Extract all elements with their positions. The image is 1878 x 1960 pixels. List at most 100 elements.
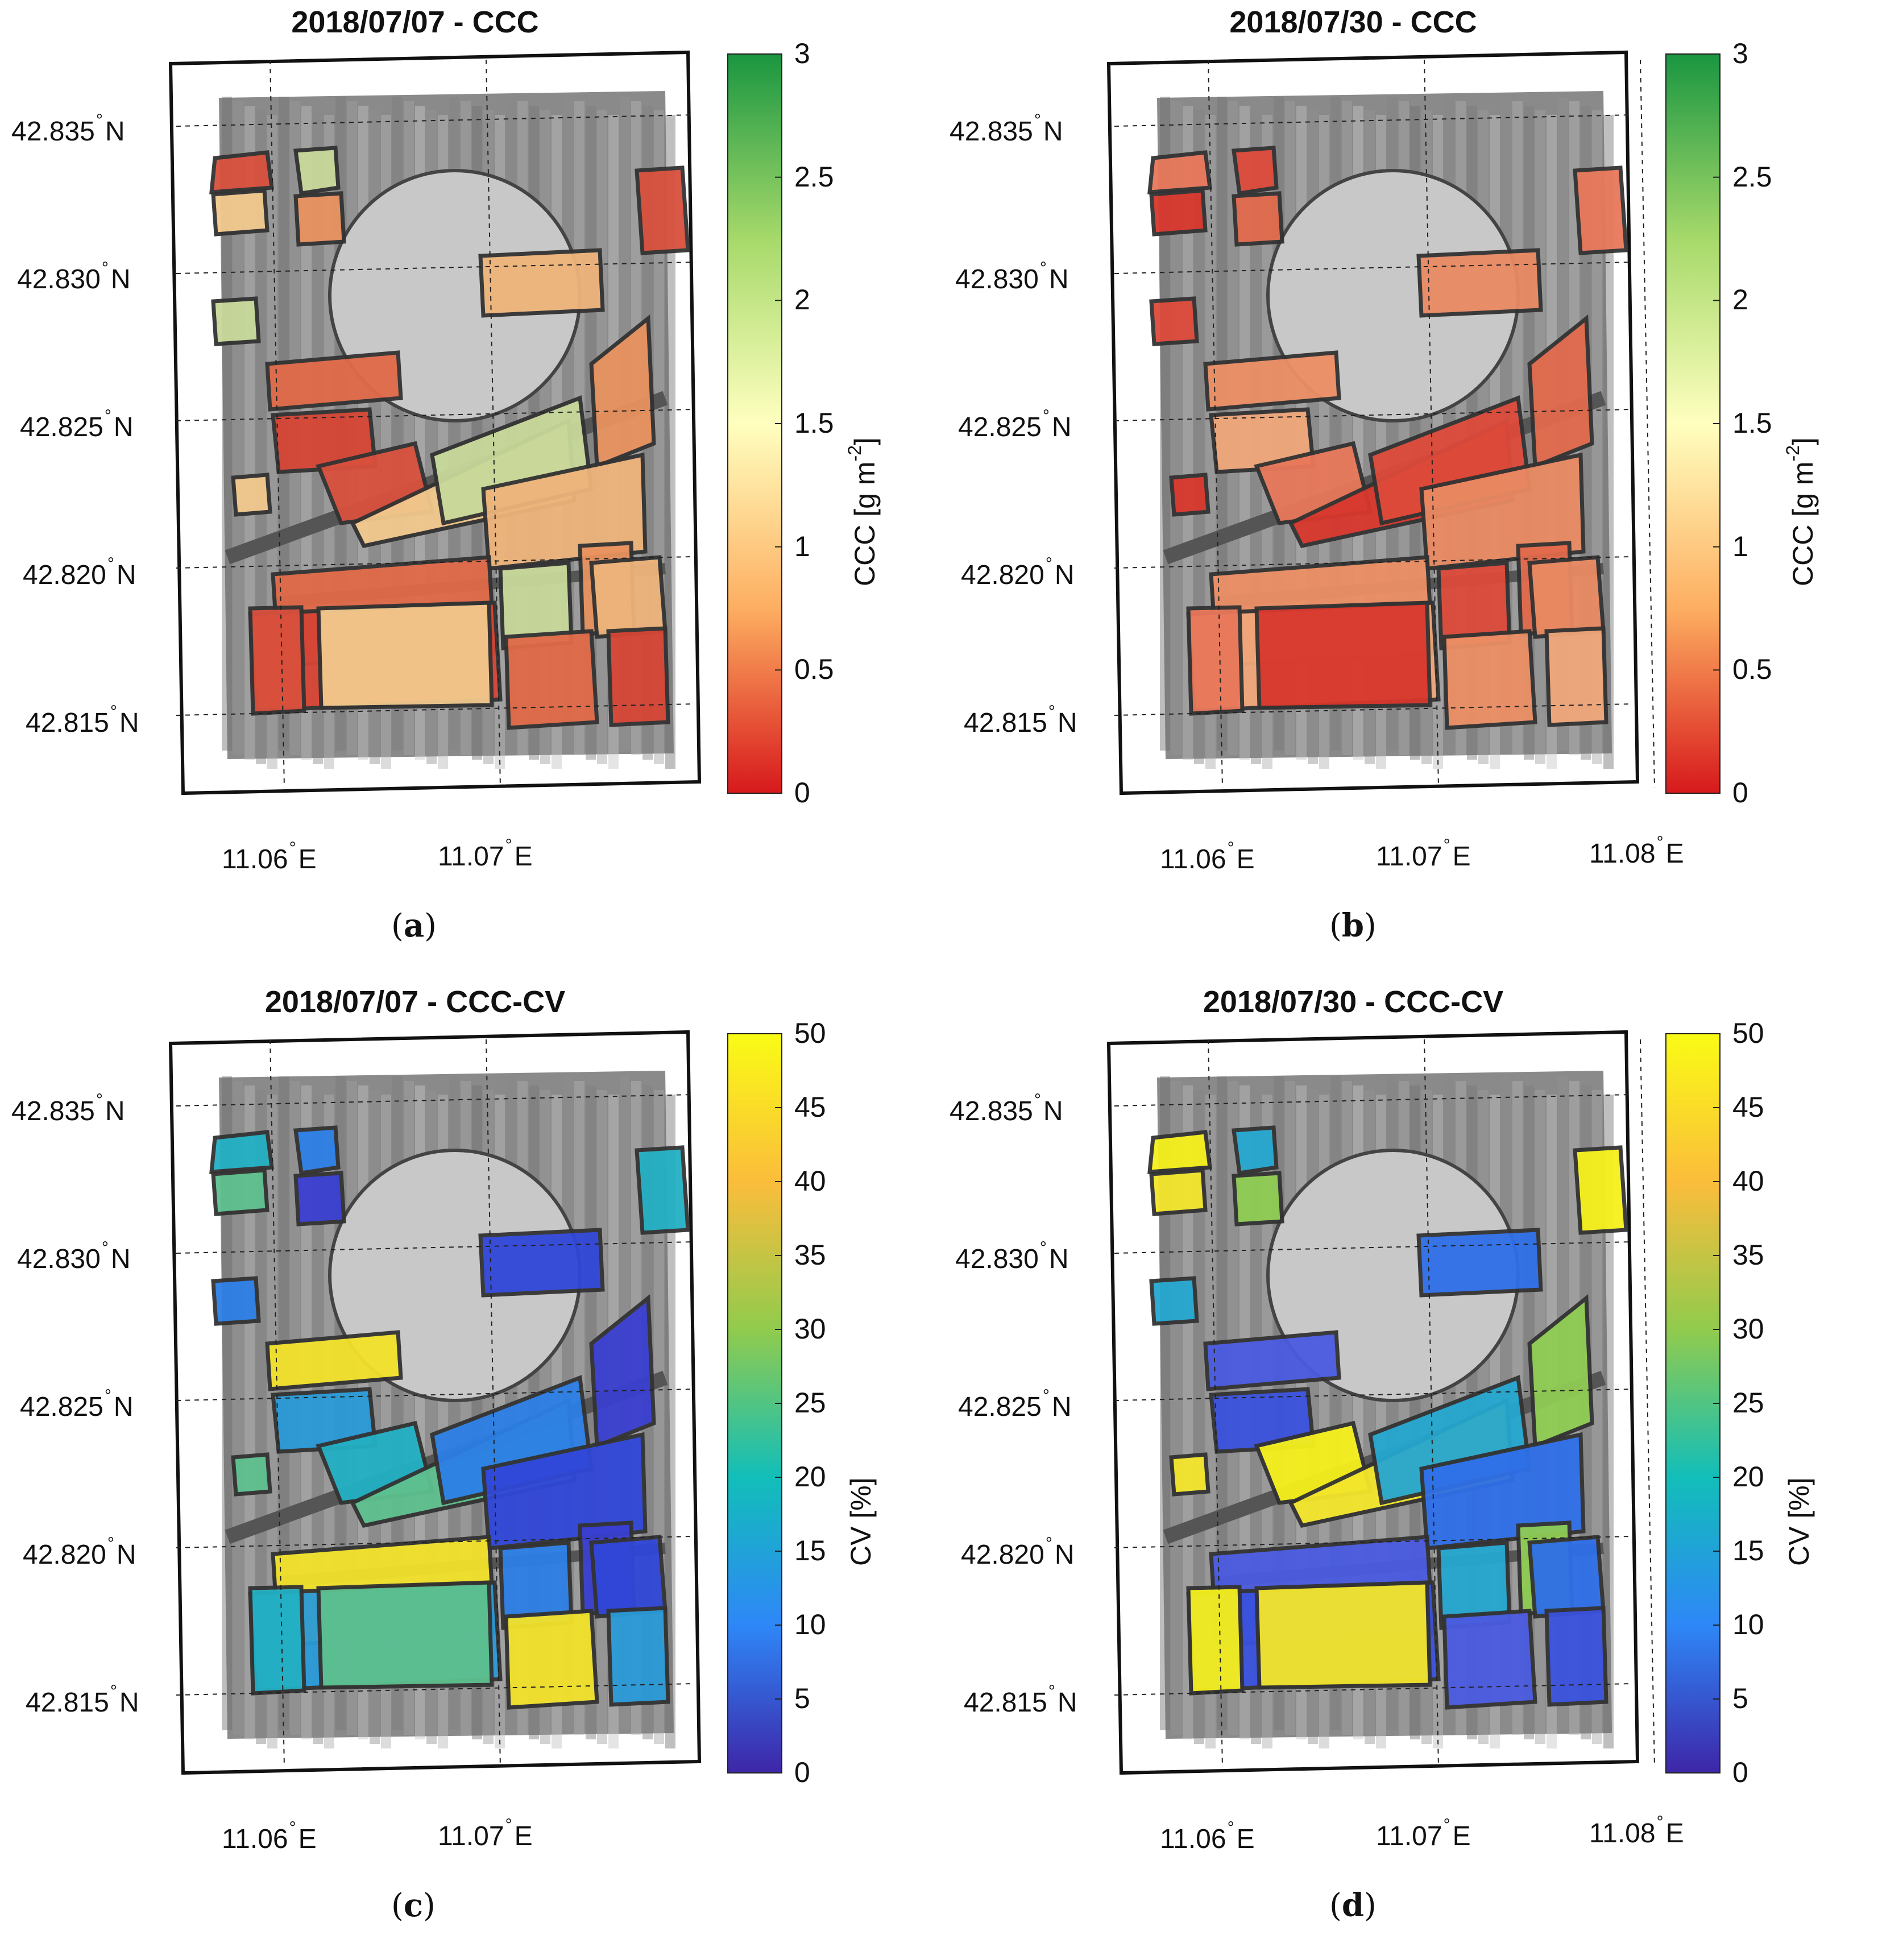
latitude-label: 42.830°N — [955, 1238, 1068, 1275]
field-parcel — [209, 1130, 274, 1174]
latitude-hemisphere: N — [119, 708, 139, 738]
field-parcel — [606, 626, 670, 727]
latitude-value: 42.835 — [11, 1096, 95, 1126]
longitude-value: 11.07 — [438, 842, 504, 872]
longitude-hemisphere: E — [1236, 844, 1255, 875]
subfigure-paren-close: ) — [1364, 908, 1377, 944]
colorbar-tick-label: 3 — [1732, 38, 1748, 69]
latitude-label: 42.820°N — [961, 554, 1074, 591]
latitude-label: 42.825°N — [958, 407, 1071, 443]
subfigure-paren-open: ( — [1329, 1887, 1342, 1924]
colorbar-tick-label: 50 — [794, 1017, 826, 1049]
colorbar-tick-label: 50 — [1732, 1017, 1764, 1049]
field-parcel — [211, 1276, 261, 1326]
subfigure-paren-close: ) — [422, 1887, 436, 1924]
longitude-gridline — [270, 1039, 285, 1768]
colorbar-tick-label: 3 — [794, 38, 810, 69]
degree-symbol: ° — [110, 702, 117, 721]
colorbar-gradient — [727, 1033, 782, 1773]
latitude-value: 42.830 — [955, 264, 1039, 295]
field-parcel — [1232, 1125, 1279, 1176]
map-frame — [1106, 50, 1640, 795]
latitude-value: 42.815 — [26, 708, 109, 738]
latitude-gridline — [176, 1389, 694, 1401]
field-parcel — [504, 629, 599, 730]
latitude-value: 42.815 — [964, 708, 1047, 738]
latitude-gridline — [176, 114, 694, 127]
degree-symbol: ° — [1042, 407, 1050, 425]
latitude-hemisphere: N — [1051, 412, 1072, 442]
colorbar-tick-label: 1.5 — [1732, 407, 1772, 439]
latitude-label: 42.815°N — [26, 702, 139, 739]
degree-symbol: ° — [107, 554, 114, 573]
longitude-hemisphere: E — [298, 1824, 317, 1854]
longitude-hemisphere: E — [1452, 842, 1471, 872]
latitude-hemisphere: N — [110, 264, 131, 295]
colorbar-tick-label: 5 — [1732, 1683, 1748, 1714]
degree-symbol: ° — [505, 1816, 512, 1834]
colorbar-label-end: ] — [849, 437, 881, 446]
latitude-gridline — [1114, 409, 1632, 421]
longitude-label: 11.06°E — [222, 839, 317, 875]
longitude-value: 11.06 — [222, 844, 288, 875]
panel-b: 2018/07/30 - CCC 42.835°N 42.830°N 42.825°N… — [938, 0, 1876, 980]
latitude-value: 42.825 — [20, 1392, 103, 1422]
colorbar-tick-label: 5 — [794, 1683, 810, 1714]
colorbar-tick-label: 20 — [1732, 1461, 1764, 1493]
longitude-label: 11.07°E — [1376, 836, 1471, 872]
latitude-gridline — [176, 1683, 694, 1696]
longitude-hemisphere: E — [298, 844, 317, 875]
colorbar-label-text: CCC [g m — [849, 461, 881, 586]
longitude-value: 11.07 — [438, 1821, 504, 1851]
longitude-label: 11.08°E — [1589, 1813, 1684, 1849]
latitude-hemisphere: N — [110, 1244, 131, 1274]
field-parcel — [1149, 296, 1199, 346]
latitude-value: 42.820 — [23, 1540, 106, 1570]
field-parcel — [1573, 1145, 1628, 1235]
latitude-label: 42.835°N — [11, 111, 125, 147]
field-parcel — [211, 296, 261, 346]
longitude-gridline — [1208, 1039, 1223, 1768]
map-frame — [1106, 1030, 1640, 1775]
panel-title: 2018/07/30 - CCC-CV — [1203, 985, 1504, 1019]
subfigure-label: (a) — [391, 907, 437, 944]
latitude-label: 42.830°N — [17, 259, 130, 295]
degree-symbol: ° — [1042, 1386, 1050, 1405]
panel-title: 2018/07/07 - CCC-CV — [264, 985, 566, 1019]
colorbar-label: CV [%] — [1782, 1477, 1815, 1566]
colorbar-tick-label: 0 — [794, 777, 810, 809]
longitude-value: 11.07 — [1376, 842, 1442, 872]
latitude-label: 42.815°N — [964, 1682, 1077, 1718]
colorbar-label-sup: -2 — [1782, 445, 1803, 462]
latitude-hemisphere: N — [113, 1392, 134, 1422]
longitude-hemisphere: E — [1452, 1821, 1471, 1851]
field-parcel — [1527, 1294, 1594, 1449]
field-parcel — [1186, 605, 1245, 716]
colorbar-tick-label: 2 — [794, 284, 810, 316]
latitude-hemisphere: N — [1043, 117, 1063, 147]
map-plot — [1106, 1030, 1655, 1775]
degree-symbol: ° — [96, 111, 103, 130]
field-parcel — [1442, 629, 1537, 730]
colorbar-label-text: CV [%] — [1783, 1477, 1815, 1566]
field-parcel — [231, 1452, 272, 1497]
field-parcel — [265, 1330, 403, 1391]
latitude-label: 42.815°N — [26, 1682, 139, 1718]
latitude-label: 42.825°N — [958, 1386, 1071, 1423]
longitude-hemisphere: E — [514, 842, 533, 872]
latitude-hemisphere: N — [1043, 1096, 1063, 1126]
latitude-value: 42.830 — [955, 1244, 1039, 1274]
latitude-gridline — [176, 1241, 694, 1254]
field-parcel — [209, 150, 274, 194]
longitude-label: 11.07°E — [438, 836, 533, 872]
latitude-hemisphere: N — [113, 412, 134, 442]
longitude-gridline — [486, 59, 501, 788]
colorbar-tick-label: 2.5 — [1732, 160, 1772, 193]
degree-symbol: ° — [1045, 554, 1052, 573]
field-parcel — [293, 146, 341, 196]
colorbar-tick-label: 15 — [1732, 1535, 1764, 1567]
longitude-value: 11.06 — [222, 1824, 288, 1854]
field-parcel — [1527, 314, 1594, 470]
field-parcel — [1149, 1168, 1208, 1216]
latitude-label: 42.835°N — [950, 111, 1063, 147]
